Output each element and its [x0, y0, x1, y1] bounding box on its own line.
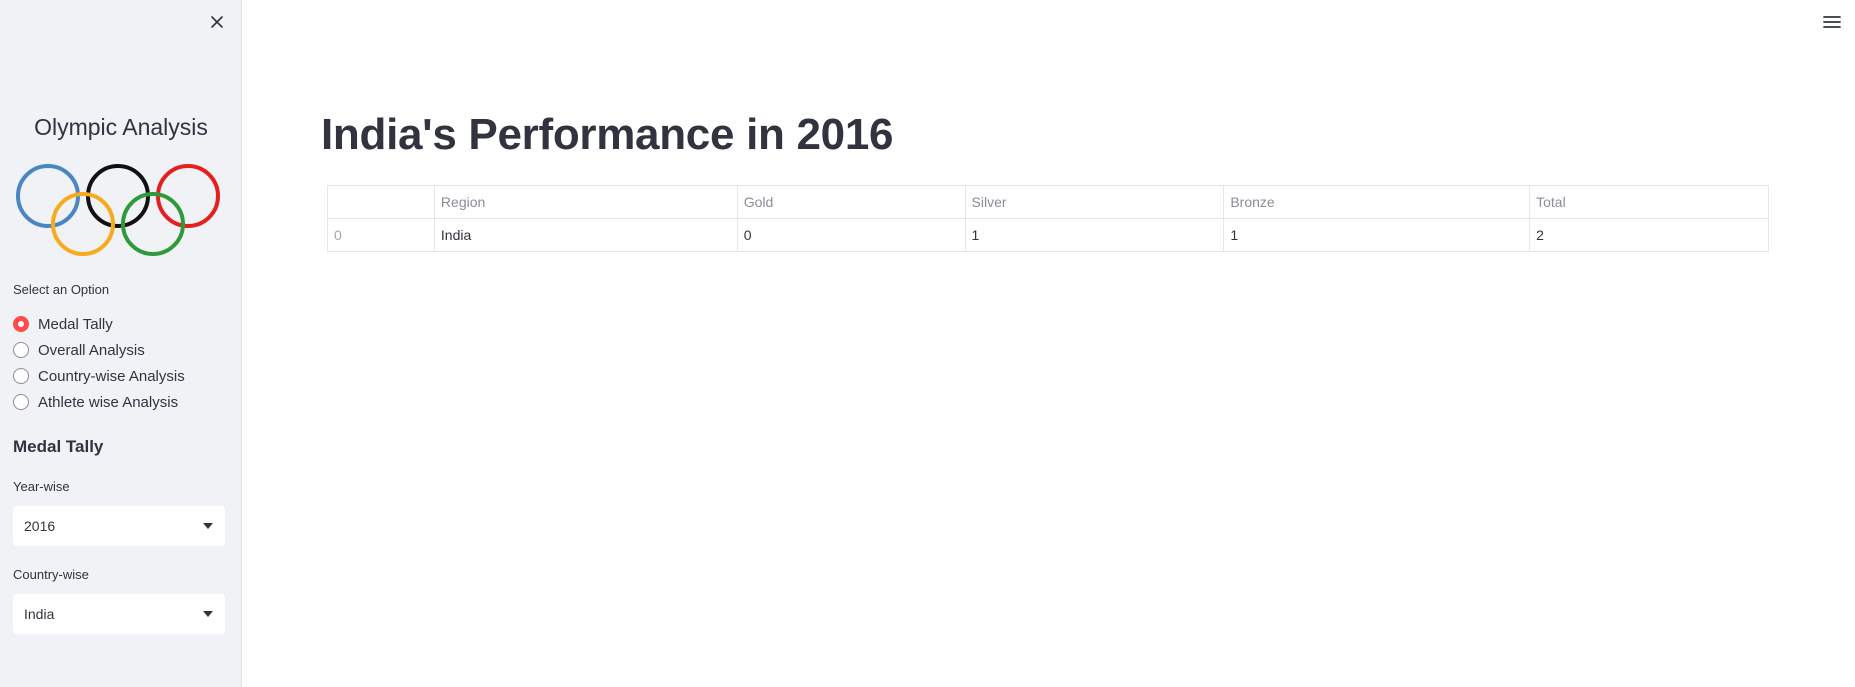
- chevron-down-icon: [203, 611, 213, 617]
- gold-cell: 0: [736, 218, 966, 252]
- country-select[interactable]: India: [13, 594, 225, 634]
- hamburger-menu-icon: [1823, 16, 1841, 28]
- radio-selected-icon: [13, 316, 29, 332]
- radio-unselected-icon: [13, 394, 29, 410]
- medal-table: Region Gold Silver Bronze Total 0 India …: [327, 185, 1769, 252]
- radio-label: Overall Analysis: [38, 341, 145, 359]
- close-sidebar-button[interactable]: [205, 10, 229, 34]
- radio-medal-tally[interactable]: Medal Tally: [13, 311, 185, 337]
- radio-unselected-icon: [13, 368, 29, 384]
- year-select[interactable]: 2016: [13, 506, 225, 546]
- table-header-row: Region Gold Silver Bronze Total: [327, 185, 1769, 219]
- region-cell: India: [433, 218, 738, 252]
- sidebar: Olympic Analysis Select an Option Medal …: [0, 0, 242, 687]
- total-header[interactable]: Total: [1529, 185, 1769, 219]
- radio-label: Athlete wise Analysis: [38, 393, 179, 411]
- region-header[interactable]: Region: [433, 185, 738, 219]
- page-title: India's Performance in 2016: [321, 110, 894, 159]
- radio-label: Country-wise Analysis: [38, 367, 185, 385]
- radio-country-wise-analysis[interactable]: Country-wise Analysis: [13, 363, 185, 389]
- sidebar-title: Olympic Analysis: [34, 114, 208, 140]
- silver-cell: 1: [964, 218, 1225, 252]
- radio-unselected-icon: [13, 342, 29, 358]
- olympic-rings-icon: [16, 164, 220, 256]
- radio-athlete-wise-analysis[interactable]: Athlete wise Analysis: [13, 389, 185, 415]
- silver-header[interactable]: Silver: [964, 185, 1225, 219]
- option-label: Select an Option: [13, 282, 110, 297]
- option-radio-group: Medal Tally Overall Analysis Country-wis…: [13, 311, 185, 415]
- country-select-value: India: [24, 606, 55, 622]
- main-menu-button[interactable]: [1820, 12, 1844, 32]
- chevron-down-icon: [203, 523, 213, 529]
- bronze-header[interactable]: Bronze: [1223, 185, 1531, 219]
- table-row: 0 India 0 1 1 2: [327, 218, 1769, 252]
- bronze-cell: 1: [1223, 218, 1531, 252]
- year-select-value: 2016: [24, 518, 56, 534]
- total-cell: 2: [1529, 218, 1769, 252]
- year-wise-label: Year-wise: [13, 479, 70, 494]
- radio-overall-analysis[interactable]: Overall Analysis: [13, 337, 185, 363]
- row-index-cell: 0: [327, 218, 435, 252]
- close-icon: [211, 16, 223, 28]
- radio-label: Medal Tally: [38, 315, 113, 333]
- country-wise-label: Country-wise: [13, 567, 89, 582]
- medal-tally-subheader: Medal Tally: [13, 437, 104, 456]
- gold-header[interactable]: Gold: [736, 185, 966, 219]
- index-header: [327, 185, 435, 219]
